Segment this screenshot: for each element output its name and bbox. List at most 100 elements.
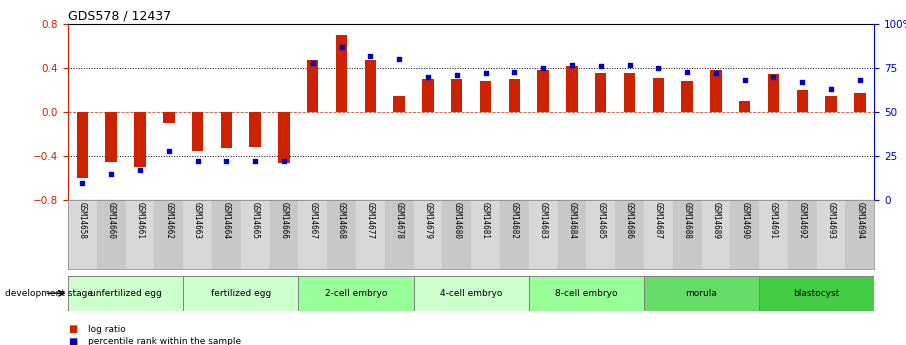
Text: blastocyst: blastocyst: [794, 289, 840, 298]
Point: [248, 159, 263, 164]
Point: [132, 167, 147, 173]
Text: GSM14684: GSM14684: [567, 202, 576, 239]
Bar: [356, 200, 385, 269]
Bar: [529, 200, 557, 269]
Text: GSM14666: GSM14666: [279, 202, 288, 239]
Text: fertilized egg: fertilized egg: [210, 289, 271, 298]
Bar: [192, 112, 203, 151]
Bar: [681, 81, 693, 112]
Bar: [298, 276, 413, 310]
Bar: [816, 200, 845, 269]
Bar: [586, 200, 615, 269]
Bar: [68, 276, 183, 310]
Point: [708, 71, 723, 76]
Text: GSM14690: GSM14690: [740, 202, 749, 239]
Text: GSM14693: GSM14693: [826, 202, 835, 239]
Bar: [220, 112, 232, 148]
Text: GSM14678: GSM14678: [395, 202, 404, 239]
Point: [651, 66, 666, 71]
Bar: [385, 200, 413, 269]
Bar: [298, 200, 327, 269]
Text: morula: morula: [686, 289, 718, 298]
Bar: [413, 276, 529, 310]
Bar: [500, 200, 529, 269]
Bar: [508, 79, 520, 112]
Bar: [701, 200, 730, 269]
Point: [104, 171, 119, 176]
Bar: [422, 79, 434, 112]
Bar: [97, 200, 126, 269]
Bar: [710, 70, 722, 112]
Text: ■: ■: [68, 325, 77, 334]
Bar: [68, 200, 97, 269]
Text: development stage: development stage: [5, 289, 92, 298]
Point: [392, 57, 407, 62]
Bar: [307, 60, 319, 112]
Bar: [270, 200, 298, 269]
Bar: [442, 200, 471, 269]
Text: GSM14682: GSM14682: [510, 202, 519, 239]
Text: GSM14686: GSM14686: [625, 202, 634, 239]
Bar: [566, 66, 578, 112]
Text: GSM14691: GSM14691: [769, 202, 778, 239]
Bar: [796, 90, 808, 112]
Text: GSM14660: GSM14660: [107, 202, 116, 239]
Text: ■: ■: [68, 337, 77, 345]
Bar: [105, 112, 117, 161]
Bar: [126, 200, 154, 269]
Bar: [183, 200, 212, 269]
Point: [622, 62, 637, 67]
Bar: [413, 200, 442, 269]
Bar: [595, 72, 606, 112]
Text: GSM14665: GSM14665: [251, 202, 260, 239]
Text: GDS578 / 12437: GDS578 / 12437: [68, 10, 171, 23]
Point: [305, 60, 320, 66]
Bar: [615, 200, 644, 269]
Text: GSM14664: GSM14664: [222, 202, 231, 239]
Text: 8-cell embryo: 8-cell embryo: [555, 289, 618, 298]
Point: [449, 72, 464, 78]
Bar: [557, 200, 586, 269]
Bar: [471, 200, 500, 269]
Text: GSM14689: GSM14689: [711, 202, 720, 239]
Text: GSM14668: GSM14668: [337, 202, 346, 239]
Point: [478, 71, 493, 76]
Point: [75, 180, 90, 185]
Bar: [845, 200, 874, 269]
Text: GSM14661: GSM14661: [135, 202, 144, 239]
Point: [795, 79, 810, 85]
Bar: [788, 200, 816, 269]
Bar: [759, 276, 874, 310]
Point: [824, 87, 838, 92]
Text: GSM14658: GSM14658: [78, 202, 87, 239]
Bar: [623, 72, 635, 112]
Text: log ratio: log ratio: [88, 325, 126, 334]
Text: GSM14667: GSM14667: [308, 202, 317, 239]
Text: GSM14681: GSM14681: [481, 202, 490, 239]
Bar: [767, 73, 779, 112]
Text: GSM14688: GSM14688: [682, 202, 691, 239]
Text: 2-cell embryo: 2-cell embryo: [324, 289, 387, 298]
Bar: [759, 200, 788, 269]
Text: 4-cell embryo: 4-cell embryo: [440, 289, 502, 298]
Bar: [336, 35, 347, 112]
Bar: [212, 200, 241, 269]
Point: [853, 78, 867, 83]
Text: GSM14692: GSM14692: [798, 202, 807, 239]
Bar: [529, 276, 644, 310]
Text: GSM14680: GSM14680: [452, 202, 461, 239]
Bar: [480, 81, 491, 112]
Bar: [537, 70, 549, 112]
Point: [766, 74, 781, 80]
Bar: [183, 276, 298, 310]
Text: GSM14679: GSM14679: [423, 202, 432, 239]
Point: [420, 74, 435, 80]
Bar: [644, 200, 672, 269]
Point: [535, 66, 550, 71]
Point: [276, 159, 291, 164]
Bar: [730, 200, 759, 269]
Text: GSM14662: GSM14662: [164, 202, 173, 239]
Bar: [278, 112, 290, 163]
Point: [219, 159, 234, 164]
Point: [564, 62, 579, 67]
